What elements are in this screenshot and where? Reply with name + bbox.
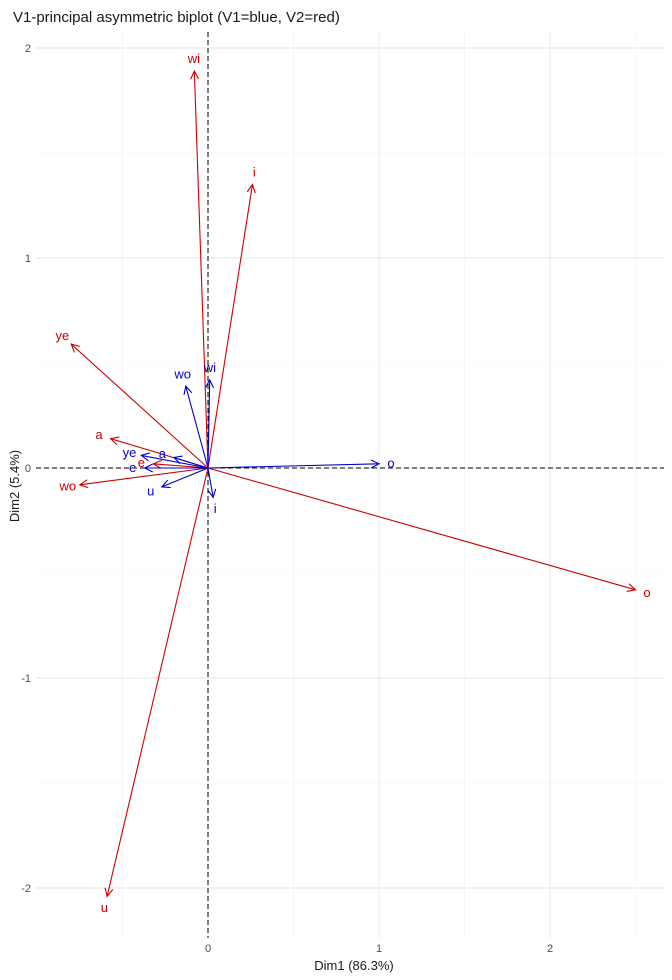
- arrowhead-V2-u: [104, 887, 114, 898]
- label-V2-e: e: [138, 455, 145, 470]
- arrow-V2-wo: [79, 467, 209, 486]
- x-tick-label: 1: [376, 943, 382, 955]
- label-V2-ye: ye: [55, 328, 69, 343]
- arrowhead-V2-o: [626, 583, 637, 592]
- chart-title: V1-principal asymmetric biplot (V1=blue,…: [13, 9, 340, 26]
- label-V1-o: o: [387, 456, 394, 471]
- y-tick-label: 2: [25, 43, 31, 55]
- arrowhead-V1-u: [160, 479, 171, 489]
- arrowhead-V1-a: [172, 455, 183, 465]
- arrow-V1-i: [207, 467, 214, 498]
- x-tick-label: 2: [547, 943, 553, 955]
- label-V1-e: e: [129, 460, 136, 475]
- arrow-V1-wi: [207, 379, 211, 469]
- arrowhead-V1-i: [207, 488, 217, 499]
- label-V1-ye: ye: [123, 445, 137, 460]
- label-V2-i: i: [253, 165, 256, 180]
- arrowhead-V2-ye: [70, 343, 80, 353]
- label-V1-a: a: [159, 446, 167, 461]
- label-V2-wo: wo: [59, 478, 77, 493]
- arrowhead-V2-i: [246, 183, 256, 194]
- arrow-V1-a: [173, 456, 209, 469]
- label-V1-wi: wi: [203, 360, 216, 375]
- label-V2-o: o: [643, 585, 650, 600]
- y-tick-label: 1: [25, 253, 31, 265]
- label-V2-u: u: [101, 900, 108, 915]
- arrowhead-V2-wi: [190, 69, 200, 80]
- arrow-V2-e: [153, 463, 209, 469]
- arrow-V2-wi: [193, 71, 209, 469]
- arrowhead-V1-ye: [140, 452, 151, 462]
- arrowhead-V1-o: [370, 459, 381, 469]
- label-V2-a: a: [95, 427, 103, 442]
- arrow-V2-o: [207, 467, 636, 591]
- zero-lines: [36, 32, 664, 938]
- arrowhead-V1-e: [143, 463, 153, 473]
- grid: [36, 32, 664, 938]
- series-V2: wi i ye a wo e o u: [55, 51, 650, 915]
- arrowhead-V1-wi: [205, 378, 215, 389]
- y-tick-label: -1: [21, 673, 31, 685]
- arrowhead-V2-wo: [78, 479, 89, 489]
- axis-ticks: 0 1 2 -2 -1 0 1 2: [21, 43, 553, 955]
- arrow-V2-ye: [70, 343, 209, 469]
- arrowhead-V2-e: [152, 459, 162, 469]
- arrow-V2-u: [106, 467, 209, 897]
- arrowhead-V1-wo: [183, 384, 193, 395]
- arrow-V2-i: [207, 184, 254, 469]
- label-V2-wi: wi: [187, 51, 200, 66]
- arrow-V1-ye: [141, 454, 209, 469]
- x-axis-label: Dim1 (86.3%): [314, 958, 393, 973]
- arrow-V1-u: [161, 467, 209, 488]
- label-V1-wo: wo: [173, 367, 191, 382]
- y-tick-label: 0: [25, 463, 31, 475]
- x-tick-label: 0: [205, 943, 211, 955]
- label-V1-u: u: [147, 483, 154, 498]
- label-V1-i: i: [214, 501, 217, 516]
- y-tick-label: -2: [21, 883, 31, 895]
- arrow-V1-o: [207, 463, 380, 469]
- y-axis-label: Dim2 (5.4%): [7, 450, 22, 522]
- arrowhead-V2-a: [109, 436, 120, 446]
- arrow-V1-wo: [185, 385, 209, 469]
